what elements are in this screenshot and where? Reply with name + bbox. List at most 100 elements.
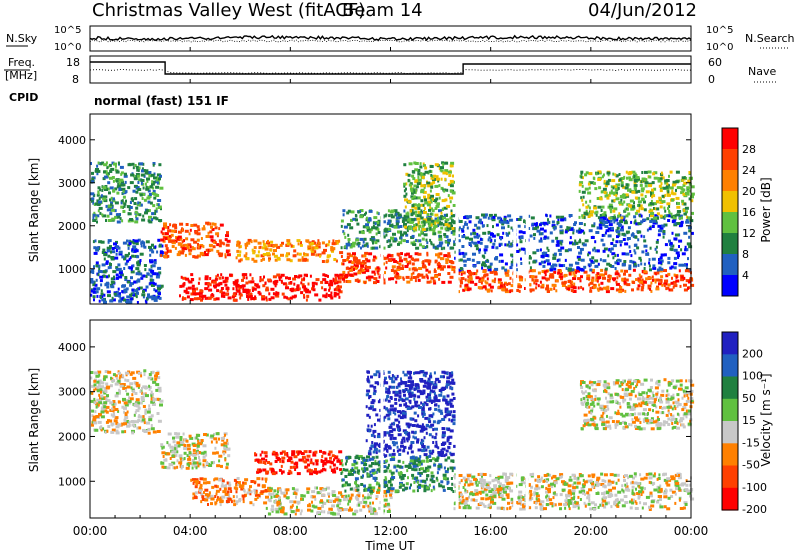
power-cell xyxy=(174,226,178,230)
power-cell xyxy=(310,252,315,256)
power-cell xyxy=(219,290,223,294)
velocity-cell xyxy=(334,456,338,460)
velocity-cell xyxy=(368,507,371,511)
velocity-cell xyxy=(295,492,298,496)
power-cell xyxy=(681,216,683,220)
velocity-cell xyxy=(189,436,194,440)
velocity-cell xyxy=(357,455,362,459)
power-cell xyxy=(444,177,447,181)
velocity-cell xyxy=(197,451,201,454)
power-cell xyxy=(127,212,132,216)
power-cell xyxy=(365,225,369,229)
power-cell xyxy=(359,209,364,212)
velocity-cell xyxy=(429,459,433,463)
power-cell xyxy=(556,240,560,244)
power-cell xyxy=(437,179,440,183)
power-cell xyxy=(129,201,132,204)
power-cell xyxy=(134,249,139,253)
power-cell xyxy=(407,173,411,177)
power-cell xyxy=(116,185,121,189)
power-cell xyxy=(372,258,376,262)
power-cell xyxy=(575,261,577,265)
power-cell xyxy=(672,244,675,248)
velocity-cell xyxy=(296,472,301,476)
power-cell xyxy=(634,190,638,194)
power-cell xyxy=(381,281,386,285)
power-cell xyxy=(481,213,485,217)
power-cell xyxy=(440,217,444,221)
power-cell xyxy=(626,231,629,235)
power-cell xyxy=(205,235,210,238)
velocity-cell xyxy=(176,459,179,463)
power-cell xyxy=(130,292,133,296)
power-cell xyxy=(340,219,344,223)
power-cell xyxy=(340,246,343,250)
power-cell xyxy=(150,173,155,177)
power-cell xyxy=(390,277,395,281)
power-colorbar-frame xyxy=(721,127,739,297)
velocity-cell xyxy=(452,460,455,463)
power-cell xyxy=(617,214,620,218)
velocity-cell xyxy=(362,498,365,501)
power-cell xyxy=(149,201,153,205)
power-cell xyxy=(594,264,599,268)
velocity-cell xyxy=(204,493,208,497)
velocity-cell xyxy=(195,466,198,470)
power-cell xyxy=(421,228,426,232)
power-cell xyxy=(229,273,233,277)
velocity-cell xyxy=(441,485,445,489)
power-cell xyxy=(136,203,141,207)
power-cell xyxy=(640,180,643,184)
power-cell xyxy=(663,223,668,227)
noise-right-tick-top: 10^5 xyxy=(706,25,733,36)
power-cell xyxy=(246,295,250,298)
power-cell xyxy=(427,270,431,274)
velocity-cell xyxy=(180,458,185,462)
velocity-cell xyxy=(114,416,119,420)
power-cell xyxy=(136,291,139,295)
power-cell xyxy=(618,234,621,238)
power-cell xyxy=(147,194,152,198)
power-cell xyxy=(466,288,470,292)
power-cell xyxy=(90,192,95,196)
power-cell xyxy=(450,214,455,218)
power-cell xyxy=(251,257,255,261)
power-cell xyxy=(267,244,272,248)
power-cell xyxy=(506,243,510,247)
power-cell xyxy=(641,178,644,182)
power-cell xyxy=(610,228,614,232)
power-cell xyxy=(584,187,589,191)
power-cell xyxy=(450,164,453,168)
velocity-cell xyxy=(93,383,97,387)
velocity-cell xyxy=(211,436,214,440)
power-cell xyxy=(678,224,682,228)
power-cell xyxy=(201,227,206,231)
power-cell xyxy=(289,296,293,300)
velocity-cell xyxy=(417,463,421,467)
power-cell xyxy=(336,285,339,289)
power-cell xyxy=(273,249,277,252)
velocity-cell xyxy=(150,424,153,427)
power-cell xyxy=(505,273,510,277)
power-cell xyxy=(532,260,536,264)
power-colorbar-tick-3: 16 xyxy=(742,206,756,219)
power-cell xyxy=(251,297,256,300)
power-cell xyxy=(110,285,115,289)
power-cell xyxy=(299,243,303,247)
power-cell xyxy=(131,248,134,252)
velocity-cell xyxy=(135,381,139,385)
velocity-cell xyxy=(275,456,278,460)
velocity-cell xyxy=(103,375,108,379)
velocity-cell xyxy=(122,386,127,390)
power-cell xyxy=(460,228,464,231)
velocity-cell xyxy=(448,487,453,490)
noise-search-trace xyxy=(89,39,691,43)
velocity-cell xyxy=(356,483,359,487)
power-cell xyxy=(342,213,345,217)
power-cell xyxy=(257,290,261,294)
power-cell xyxy=(174,246,177,250)
velocity-cell xyxy=(123,401,128,405)
power-cell xyxy=(683,202,687,206)
power-cell xyxy=(685,279,690,283)
power-cell xyxy=(140,173,145,177)
